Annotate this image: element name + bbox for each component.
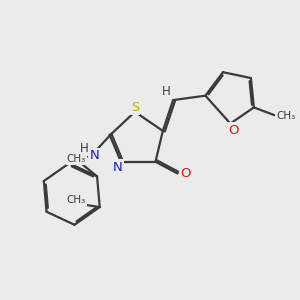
Text: N: N bbox=[113, 160, 123, 173]
Text: CH₃: CH₃ bbox=[67, 195, 86, 205]
Text: CH₃: CH₃ bbox=[67, 154, 86, 164]
Text: H: H bbox=[161, 85, 170, 98]
Text: O: O bbox=[229, 124, 239, 136]
Text: CH₃: CH₃ bbox=[277, 111, 296, 121]
Text: N: N bbox=[90, 149, 100, 162]
Text: S: S bbox=[131, 101, 139, 114]
Text: O: O bbox=[181, 167, 191, 180]
Text: H: H bbox=[80, 142, 88, 155]
